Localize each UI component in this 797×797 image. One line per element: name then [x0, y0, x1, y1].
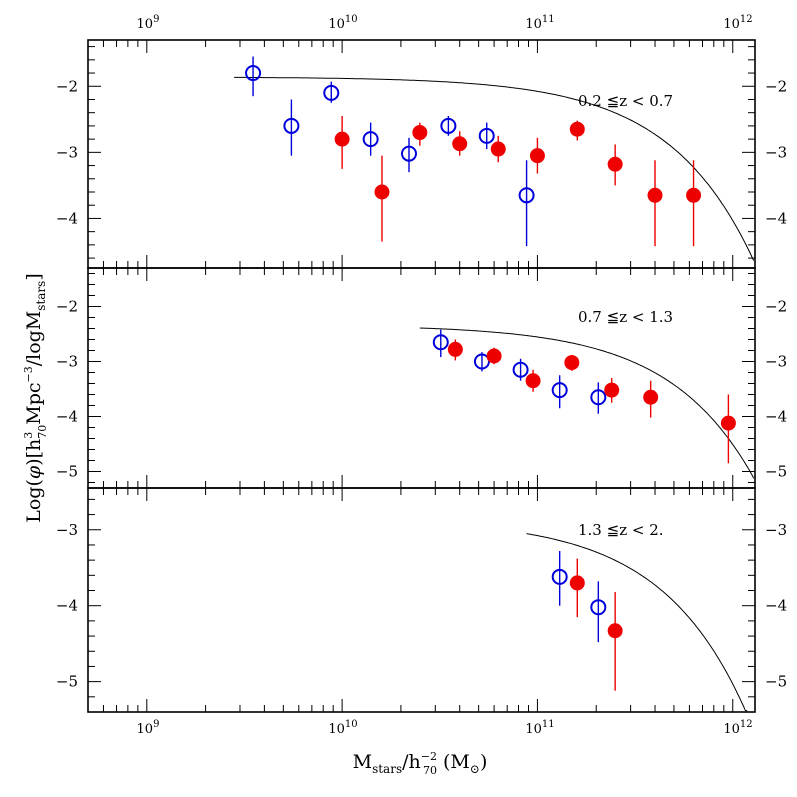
y-tick-label-right: −2 [765, 77, 787, 95]
filled-red-point [607, 156, 623, 172]
y-tick-label-left: −5 [56, 673, 78, 691]
filled-red-point [374, 184, 390, 200]
y-tick-label-right: −2 [765, 298, 787, 316]
y-tick-label-right: −3 [765, 353, 787, 371]
panel-frame [87, 267, 756, 489]
panel-label-low-z: 0.2 ≦z < 0.7 [578, 92, 673, 110]
panel-label-mid-z: 0.7 ≦z < 1.3 [578, 308, 673, 326]
open-blue-point [518, 187, 535, 204]
schechter-fit-curve [419, 327, 755, 479]
filled-red-point [647, 187, 663, 203]
panel-label-high-z: 1.3 ≦z < 2. [578, 521, 664, 539]
top-x-tick-labels: 109 1010 1011 1012 [137, 14, 753, 32]
filled-red-point [569, 121, 585, 137]
y-tick-label-right: −5 [765, 673, 787, 691]
open-blue-point [323, 84, 340, 101]
top-x-tick-label-1e12: 1012 [723, 14, 752, 32]
y-tick-label-left: −5 [56, 463, 78, 481]
y-tick-label-left: −3 [56, 353, 78, 371]
open-blue-point [590, 389, 607, 406]
top-x-tick-label-1e10: 1010 [328, 14, 357, 32]
filled-red-point [686, 187, 702, 203]
y-tick-label-left: −3 [56, 521, 78, 539]
y-axis-label: Log(φ)[h370Mpc−3/logMstars] [22, 273, 49, 523]
bottom-x-tick-label-1e9: 109 [137, 719, 160, 737]
bottom-x-tick-label-1e10: 1010 [328, 719, 357, 737]
x-axis-label: Mstars/h−2 70 (M⊙) [353, 750, 488, 777]
open-blue-point [478, 127, 495, 144]
filled-red-point [447, 341, 463, 357]
y-tick-label-right: −3 [765, 521, 787, 539]
open-blue-point [512, 361, 529, 378]
open-blue-point [245, 65, 262, 82]
bottom-x-tick-label-1e12: 1012 [723, 719, 752, 737]
y-tick-label-left: −4 [56, 209, 78, 227]
y-tick-label-left: −4 [56, 408, 78, 426]
top-x-tick-label-1e9: 109 [137, 14, 160, 32]
open-blue-point [400, 145, 417, 162]
y-tick-label-left: −3 [56, 143, 78, 161]
filled-red-point [412, 125, 428, 141]
open-blue-point [551, 568, 568, 585]
filled-red-point [486, 348, 502, 364]
filled-red-point [569, 575, 585, 591]
filled-red-point [643, 389, 659, 405]
filled-red-point [604, 382, 620, 398]
open-blue-point [551, 382, 568, 399]
filled-red-point [334, 131, 350, 147]
panel-group: −2 −2 −3 −3 −4 −4 −2 −2 −3 −3 −4 −4 −5 −5 −3 −3 −4 −4 −5 −5 [56, 39, 787, 713]
filled-red-point [529, 148, 545, 164]
bottom-x-tick-labels: 109 1010 1011 1012 [137, 719, 753, 737]
y-tick-label-right: −5 [765, 463, 787, 481]
y-tick-label-left: −2 [56, 77, 78, 95]
y-tick-label-right: −4 [765, 408, 787, 426]
schechter-fit-curve [234, 76, 755, 261]
y-tick-label-right: −3 [765, 143, 787, 161]
open-blue-point [473, 353, 490, 370]
y-tick-label-right: −4 [765, 209, 787, 227]
top-x-tick-label-1e11: 1011 [525, 14, 554, 32]
y-tick-label-right: −4 [765, 597, 787, 615]
y-tick-label-left: −4 [56, 597, 78, 615]
panel-frame [87, 487, 756, 713]
filled-red-point [564, 355, 580, 371]
open-blue-point [432, 334, 449, 351]
filled-red-point [720, 415, 736, 431]
open-blue-point [283, 117, 300, 134]
open-blue-point [590, 599, 607, 616]
open-blue-point [440, 117, 457, 134]
y-tick-label-left: −2 [56, 298, 78, 316]
schechter-fit-curve [526, 533, 748, 712]
bottom-x-tick-label-1e11: 1011 [525, 719, 554, 737]
filled-red-point [607, 623, 623, 639]
filled-red-point [525, 373, 541, 389]
filled-red-point [452, 136, 468, 152]
filled-red-point [490, 141, 506, 157]
open-blue-point [362, 131, 379, 148]
